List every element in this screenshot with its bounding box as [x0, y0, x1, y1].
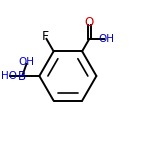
Text: B: B — [18, 69, 26, 83]
Text: F: F — [42, 30, 49, 43]
Text: O: O — [85, 16, 94, 29]
Text: HO: HO — [1, 71, 17, 81]
Text: OH: OH — [99, 34, 115, 44]
Text: OH: OH — [19, 57, 35, 67]
